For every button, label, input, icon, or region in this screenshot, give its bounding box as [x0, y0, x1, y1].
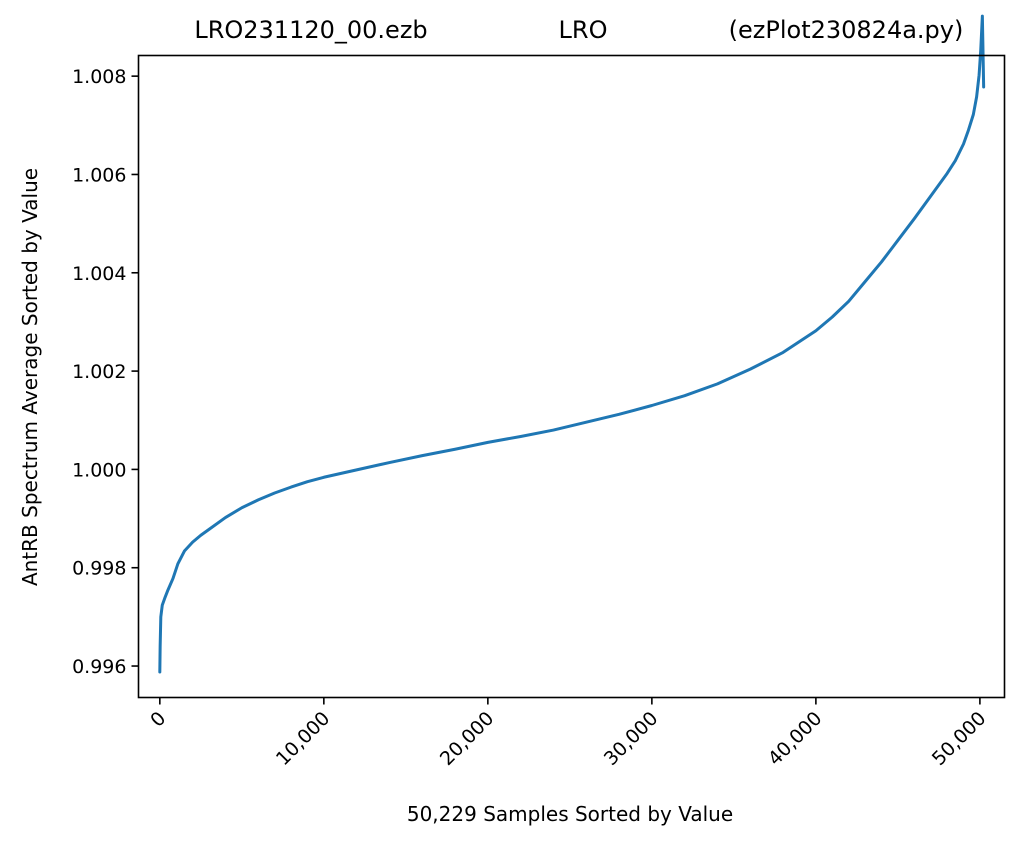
chart-title-right: (ezPlot230824a.py) [729, 16, 964, 44]
ticks-layer: 0 10,000 20,000 30,000 40,000 50,000 0.996 0.99… [72, 66, 990, 770]
y-tick-label: 0.996 [72, 656, 126, 678]
y-tick-label: 1.000 [72, 459, 126, 481]
y-tick-label: 1.004 [72, 263, 126, 285]
y-tick-label: 0.998 [72, 558, 126, 580]
x-tick-label: 40,000 [764, 707, 827, 770]
plot-frame [137, 54, 1006, 699]
plot-layer [158, 14, 986, 674]
x-tick-label: 20,000 [436, 707, 499, 770]
y-tick-label: 1.008 [72, 66, 126, 88]
y-tick-label: 1.002 [72, 361, 126, 383]
x-tick-label: 10,000 [272, 707, 335, 770]
x-tick-label: 30,000 [600, 707, 663, 770]
x-axis-label: 50,229 Samples Sorted by Value [407, 802, 733, 826]
chart-title-left: LRO231120_00.ezb [194, 16, 427, 44]
y-tick-label: 1.006 [72, 164, 126, 186]
x-tick-label: 50,000 [928, 707, 991, 770]
series-line-0 [158, 14, 986, 674]
y-axis-label: AntRB Spectrum Average Sorted by Value [18, 168, 42, 586]
x-tick-label: 0 [146, 707, 170, 731]
chart-title-center: LRO [559, 16, 608, 44]
